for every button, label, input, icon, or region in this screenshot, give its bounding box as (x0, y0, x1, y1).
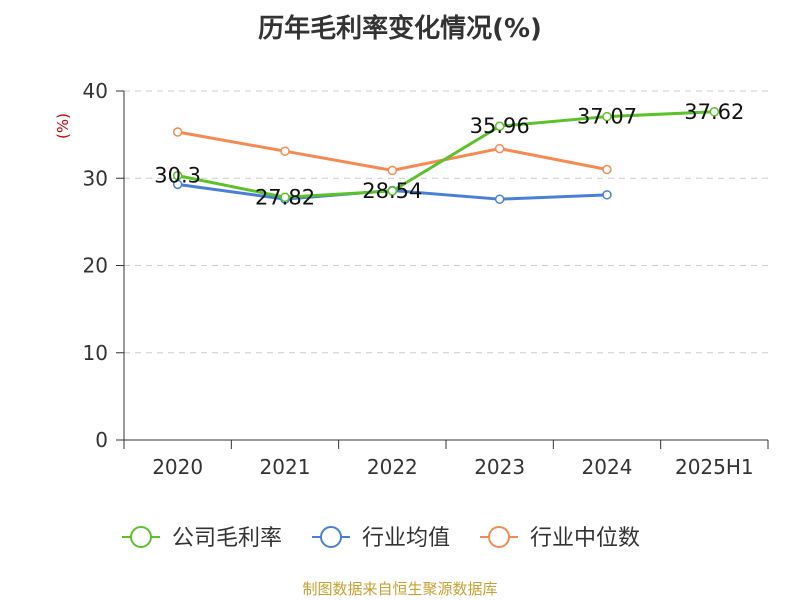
data-point (387, 186, 398, 196)
y-axis-label: (%) (54, 113, 72, 139)
y-tick-label: 20 (83, 254, 108, 278)
data-label: 28.54 (362, 179, 422, 203)
y-tick-label: 40 (83, 79, 108, 103)
data-point (387, 165, 398, 176)
data-label: 37.07 (577, 105, 637, 129)
data-point (602, 111, 612, 122)
data-point (172, 170, 183, 181)
y-tick-label: 30 (83, 166, 108, 190)
legend-marker (130, 526, 152, 548)
label-layer: 30.3 27.82 28.54 35.96 37.07 37.62 (154, 100, 744, 210)
data-label: 27.82 (255, 185, 315, 209)
legend-marker (320, 526, 342, 548)
data-point (602, 164, 612, 175)
source-note: 制图数据来自恒生聚源数据库 (302, 580, 498, 598)
data-label: 37.62 (684, 100, 744, 124)
data-label: 30.3 (154, 164, 201, 188)
series-line (177, 110, 715, 199)
legend-marker (488, 526, 510, 548)
legend-item[interactable]: 行业均值 (312, 526, 450, 551)
data-point (602, 190, 612, 200)
legend[interactable]: 公司毛利率 行业均值 行业中位数 (122, 526, 640, 551)
series-layer (172, 107, 720, 204)
data-point (280, 192, 290, 203)
x-tick-label: 2023 (474, 455, 525, 479)
data-label: 35.96 (470, 114, 530, 138)
series-line (177, 130, 608, 172)
y-tick-label: 0 (95, 428, 108, 452)
data-point (709, 107, 720, 117)
x-tick-label: 2024 (582, 455, 633, 479)
axis-layer: 0 10 20 30 40 2020 2021 2022 2023 2024 2025H1 (%) (54, 79, 769, 479)
data-point (494, 121, 505, 131)
legend-item[interactable]: 公司毛利率 (122, 526, 282, 551)
legend-label: 公司毛利率 (172, 526, 282, 551)
x-tick-label: 2021 (260, 455, 311, 479)
legend-label: 行业均值 (362, 526, 450, 551)
grid-layer (124, 90, 768, 354)
data-point (280, 146, 290, 156)
data-point (494, 143, 505, 154)
legend-label: 行业中位数 (530, 526, 640, 551)
x-tick-label: 2025H1 (675, 455, 754, 479)
x-tick-label: 2020 (152, 455, 203, 479)
x-tick-label: 2022 (367, 455, 418, 479)
y-tick-label: 10 (83, 341, 108, 365)
chart-title: 历年毛利率变化情况(%) (258, 14, 542, 44)
data-point (494, 194, 505, 204)
legend-item[interactable]: 行业中位数 (480, 526, 640, 551)
data-point (172, 127, 183, 137)
